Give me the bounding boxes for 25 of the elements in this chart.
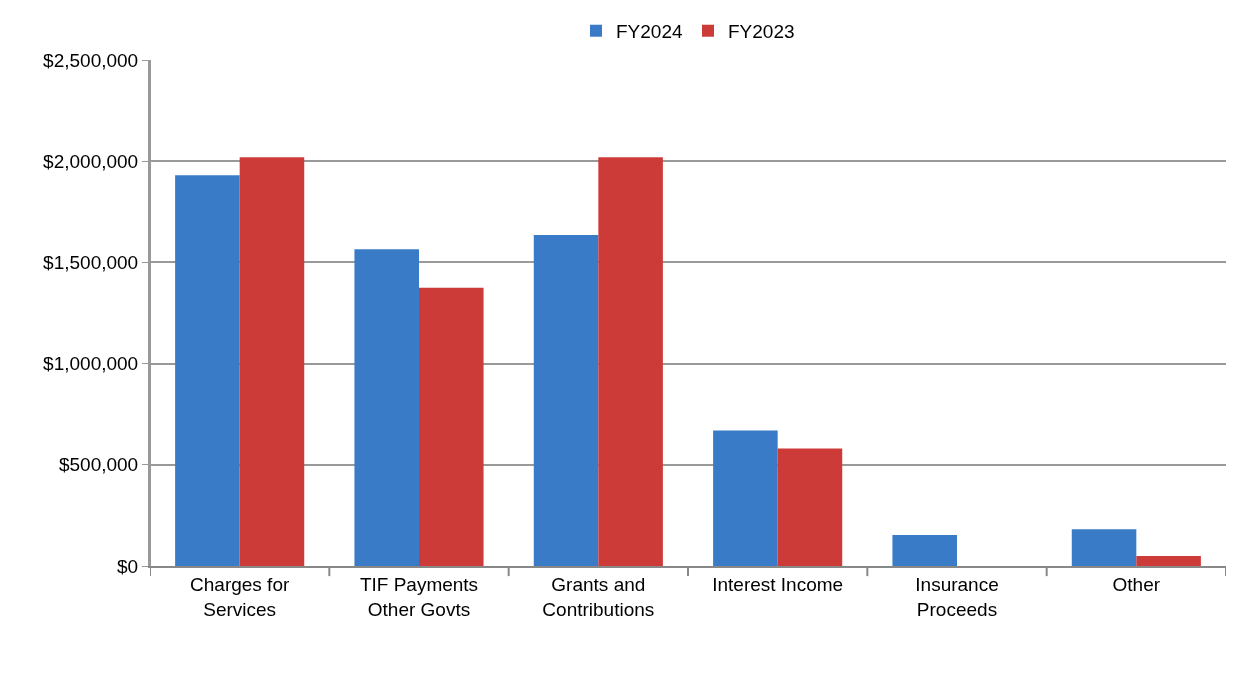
- bar: [354, 249, 419, 566]
- x-tick-label: Interest Income: [712, 573, 844, 595]
- y-tick-label: $1,500,000: [43, 252, 139, 274]
- bar: [1136, 556, 1201, 566]
- legend-label: FY2023: [727, 21, 795, 43]
- y-tick-label: $2,500,000: [43, 49, 139, 71]
- bar: [419, 287, 484, 566]
- bar: [175, 175, 240, 566]
- y-tick-label: $1,000,000: [43, 353, 139, 375]
- y-tick-label: $0: [117, 555, 139, 577]
- legend-label: FY2024: [616, 21, 683, 43]
- y-tick-label: $500,000: [58, 454, 139, 476]
- bar: [239, 157, 305, 566]
- x-tick-label: Grants and Contributions: [542, 573, 655, 620]
- bar: [598, 157, 663, 566]
- bar: [713, 430, 778, 566]
- bar: [533, 235, 599, 566]
- y-tick-label: $2,000,000: [43, 150, 139, 172]
- bar: [1071, 529, 1137, 566]
- bar: [892, 535, 957, 566]
- x-tick-label: Charges for Services: [190, 573, 290, 620]
- x-tick-label: TIF Payments Other Govts: [359, 573, 479, 620]
- x-tick-label: Other: [1112, 573, 1161, 595]
- bar: [777, 448, 843, 566]
- x-tick-label: Insurance Proceeds: [915, 573, 999, 620]
